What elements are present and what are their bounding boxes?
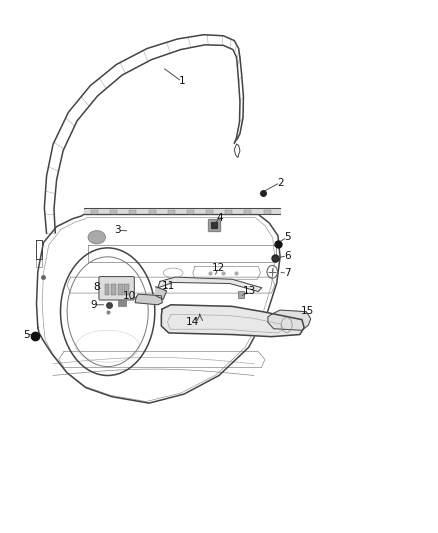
Text: 8: 8 xyxy=(93,282,100,292)
Polygon shape xyxy=(155,287,166,300)
Text: 11: 11 xyxy=(162,281,175,290)
Polygon shape xyxy=(161,305,304,337)
FancyBboxPatch shape xyxy=(99,277,134,300)
Bar xyxy=(110,210,117,214)
Polygon shape xyxy=(268,310,311,330)
Text: 2: 2 xyxy=(277,177,283,188)
Bar xyxy=(206,210,213,214)
Bar xyxy=(148,210,155,214)
Bar xyxy=(124,284,129,295)
Polygon shape xyxy=(135,294,162,305)
Bar xyxy=(129,210,136,214)
Bar xyxy=(264,210,271,214)
Ellipse shape xyxy=(88,231,106,244)
Text: 7: 7 xyxy=(284,269,290,278)
Bar xyxy=(118,284,123,295)
Bar xyxy=(238,292,244,298)
Text: 15: 15 xyxy=(300,305,314,316)
Text: 9: 9 xyxy=(90,300,96,310)
Bar xyxy=(118,300,126,306)
Text: 10: 10 xyxy=(123,290,136,301)
Bar xyxy=(91,210,98,214)
Bar xyxy=(225,210,232,214)
Bar xyxy=(187,210,194,214)
Text: 1: 1 xyxy=(179,77,185,86)
Text: 14: 14 xyxy=(186,317,199,327)
Bar xyxy=(105,284,110,295)
Bar xyxy=(168,210,175,214)
Text: 12: 12 xyxy=(212,263,225,272)
Text: 4: 4 xyxy=(216,213,223,223)
Polygon shape xyxy=(158,277,262,292)
Text: 5: 5 xyxy=(23,329,29,340)
Text: 3: 3 xyxy=(114,225,121,236)
Text: 6: 6 xyxy=(284,251,290,261)
Text: 13: 13 xyxy=(243,286,256,296)
Bar xyxy=(111,284,116,295)
Bar xyxy=(244,210,251,214)
Text: 5: 5 xyxy=(284,232,290,243)
